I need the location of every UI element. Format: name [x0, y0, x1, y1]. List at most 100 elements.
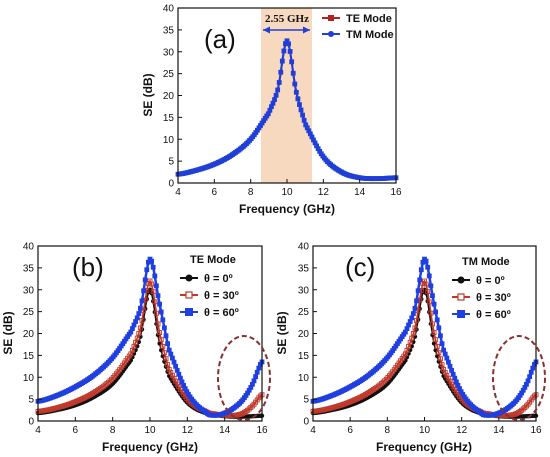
data-point: [295, 96, 301, 102]
data-point: [312, 140, 318, 146]
panel-c-ticks: 4 6 8 10 12 14 16 0 5 10 15 20 25 30 35 40: [298, 242, 542, 437]
data-point: [246, 387, 252, 393]
data-point: [162, 325, 167, 331]
data-point: [269, 104, 274, 110]
data-point: [146, 259, 151, 265]
data-point: [273, 92, 279, 98]
data-point: [258, 362, 263, 367]
data-point: [171, 359, 177, 365]
data-point: [174, 367, 180, 373]
panel-b-ytick-label: 10: [23, 373, 35, 384]
data-point: [287, 49, 293, 54]
data-point: [528, 369, 534, 375]
data-point: [166, 347, 172, 353]
data-point: [137, 325, 143, 331]
data-point: [423, 281, 429, 287]
data-point: [406, 322, 411, 328]
panel-c-ytick-label: 15: [298, 351, 310, 362]
data-point: [163, 356, 169, 362]
data-point: [431, 301, 437, 307]
panel-c-ytick-label: 30: [298, 285, 310, 296]
panel-c-ytick-label: 25: [298, 307, 310, 318]
data-point: [155, 321, 161, 327]
data-point: [439, 362, 445, 368]
data-point: [420, 259, 426, 265]
panel-c-xtick-label: 12: [456, 425, 468, 436]
data-point: [149, 258, 154, 264]
panel-b-legend-title: TE Mode: [190, 254, 236, 266]
data-point: [141, 288, 146, 294]
panel-c-xtick-label: 16: [530, 425, 542, 436]
panel-a-ytick-label: 30: [163, 47, 175, 58]
data-point: [168, 351, 174, 357]
legend-label: θ = 0º: [476, 275, 505, 287]
panel-c-ytick-label: 10: [298, 373, 310, 384]
data-point: [434, 317, 440, 323]
data-point: [265, 111, 271, 117]
legend-item-2: θ = 30º: [452, 292, 511, 304]
data-point: [256, 365, 262, 371]
data-point: [402, 329, 408, 335]
legend-item-2: θ = 30º: [180, 290, 239, 302]
data-point: [292, 81, 298, 87]
panel-b-ticks: 4 6 8 10 12 14 16 0 5 10 15 20 25 30 35 40: [23, 242, 268, 437]
data-point: [278, 69, 284, 75]
data-point: [136, 331, 142, 336]
panel-a-xtick-label: 12: [318, 187, 330, 198]
panel-c-xtick-label: 4: [310, 425, 316, 436]
legend-marker: [185, 291, 193, 299]
legend-item-3: θ = 60º: [452, 309, 511, 321]
data-point: [250, 381, 255, 387]
data-point: [315, 146, 321, 152]
data-point: [409, 335, 415, 341]
panel-a-xlabel: Frequency (GHz): [239, 202, 335, 216]
data-point: [245, 390, 250, 396]
data-point: [433, 337, 439, 343]
panel-c-highlight-ellipse: [492, 335, 546, 421]
data-point: [439, 341, 445, 347]
panel-b-xtick-label: 14: [219, 425, 231, 436]
data-point: [283, 41, 288, 46]
data-point: [253, 374, 258, 380]
panel-b-xtick-label: 16: [256, 425, 268, 436]
data-point: [304, 125, 310, 131]
data-point: [410, 331, 416, 336]
panel-a-label: (a): [204, 24, 236, 54]
data-point: [442, 351, 448, 357]
data-point: [530, 365, 536, 371]
data-point: [130, 326, 135, 332]
legend-marker: [185, 274, 193, 282]
data-point: [251, 378, 257, 384]
panel-a-xtick-label: 10: [281, 187, 293, 198]
data-point: [415, 308, 421, 314]
data-point: [423, 258, 429, 264]
data-point: [157, 301, 162, 307]
panel-b-xlabel: Frequency (GHz): [102, 440, 198, 454]
data-point: [267, 107, 273, 113]
panel-c-series-1: [310, 287, 539, 419]
panel-c-xtick-label: 8: [385, 425, 391, 436]
data-point: [412, 305, 418, 311]
data-point: [444, 355, 450, 361]
data-point: [527, 374, 533, 380]
data-point: [417, 277, 423, 283]
panel-a-ytick-label: 35: [163, 25, 175, 36]
data-point: [160, 343, 166, 349]
data-point: [154, 283, 159, 289]
panel-c-ytick-label: 5: [303, 395, 309, 406]
panel-a-ytick-label: 10: [163, 135, 175, 146]
legend-item-1: TE Mode: [322, 13, 392, 25]
data-point: [270, 100, 276, 106]
data-point: [407, 319, 413, 324]
data-point: [254, 369, 260, 375]
data-point: [139, 298, 145, 304]
data-point: [453, 379, 459, 385]
data-point: [258, 123, 263, 128]
data-point: [430, 293, 435, 299]
panel-c-legend-title: TM Mode: [462, 256, 510, 268]
data-point: [436, 350, 442, 356]
panel-b-ylabel: SE (dB): [1, 311, 15, 354]
data-point: [184, 389, 190, 395]
data-point: [152, 273, 158, 279]
data-point: [519, 390, 525, 396]
